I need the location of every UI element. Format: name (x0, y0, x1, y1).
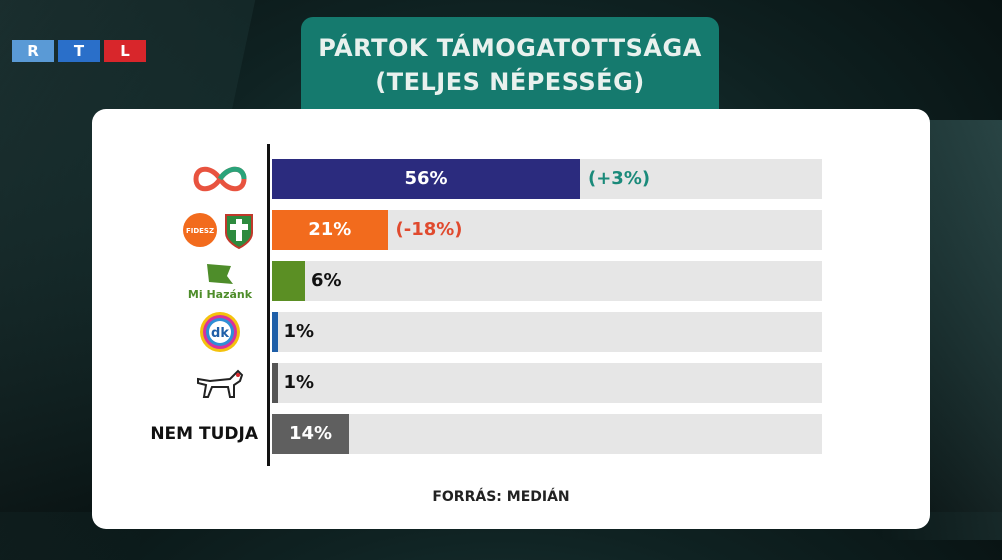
bar (272, 210, 388, 250)
rtl-logo-tile-t: T (58, 40, 100, 62)
value-label: 21% (308, 219, 352, 240)
bar-track (272, 312, 822, 352)
rtl-logo: R T L (12, 40, 146, 62)
chart-subtitle: (TELJES NÉPESSÉG) (375, 67, 645, 96)
svg-text:FIDESZ: FIDESZ (186, 227, 214, 235)
bar (272, 312, 278, 352)
svg-text:Mi Hazánk: Mi Hazánk (188, 288, 253, 301)
value-label: 6% (311, 270, 342, 291)
chart-title: PÁRTOK TÁMOGATOTTSÁGA (318, 33, 702, 62)
bar (272, 261, 305, 301)
bar-row: 1% dk (0, 312, 1002, 352)
rtl-logo-tile-r: R (12, 40, 54, 62)
bar (272, 363, 278, 403)
chart-title-banner: PÁRTOK TÁMOGATOTTSÁGA (TELJES NÉPESSÉG) (301, 17, 719, 112)
category-label: NEM TUDJA (150, 424, 258, 444)
value-label: 1% (283, 372, 315, 393)
svg-text:dk: dk (211, 326, 229, 341)
bar-row: 6% Mi Hazánk (0, 261, 1002, 301)
bar-track (272, 363, 822, 403)
bar-row: 1% (0, 363, 1002, 403)
change-label: (-18%) (395, 219, 463, 240)
value-label: 56% (404, 168, 448, 189)
bar-track (272, 261, 822, 301)
mkkp-dog-logo (170, 363, 270, 403)
rtl-logo-tile-l: L (104, 40, 146, 62)
bar (272, 159, 580, 199)
value-label: 1% (283, 321, 315, 342)
mi-hazank-logo: Mi Hazánk (170, 261, 270, 301)
bar-track (272, 414, 822, 454)
bar-row: 56% (+3%) (0, 159, 1002, 199)
bar-row: 21% (-18%) FIDESZ (0, 210, 1002, 250)
category-axis-line (267, 144, 270, 466)
dk-logo: dk (170, 312, 270, 352)
change-label: (+3%) (588, 168, 651, 189)
bar-row: 14% NEM TUDJA (0, 414, 1002, 454)
fidesz-kdnp-logo: FIDESZ (170, 210, 270, 250)
source-note: FORRÁS: MEDIÁN (432, 489, 570, 505)
bar (272, 414, 349, 454)
tisza-logo (170, 159, 270, 199)
value-label: 14% (288, 423, 333, 444)
